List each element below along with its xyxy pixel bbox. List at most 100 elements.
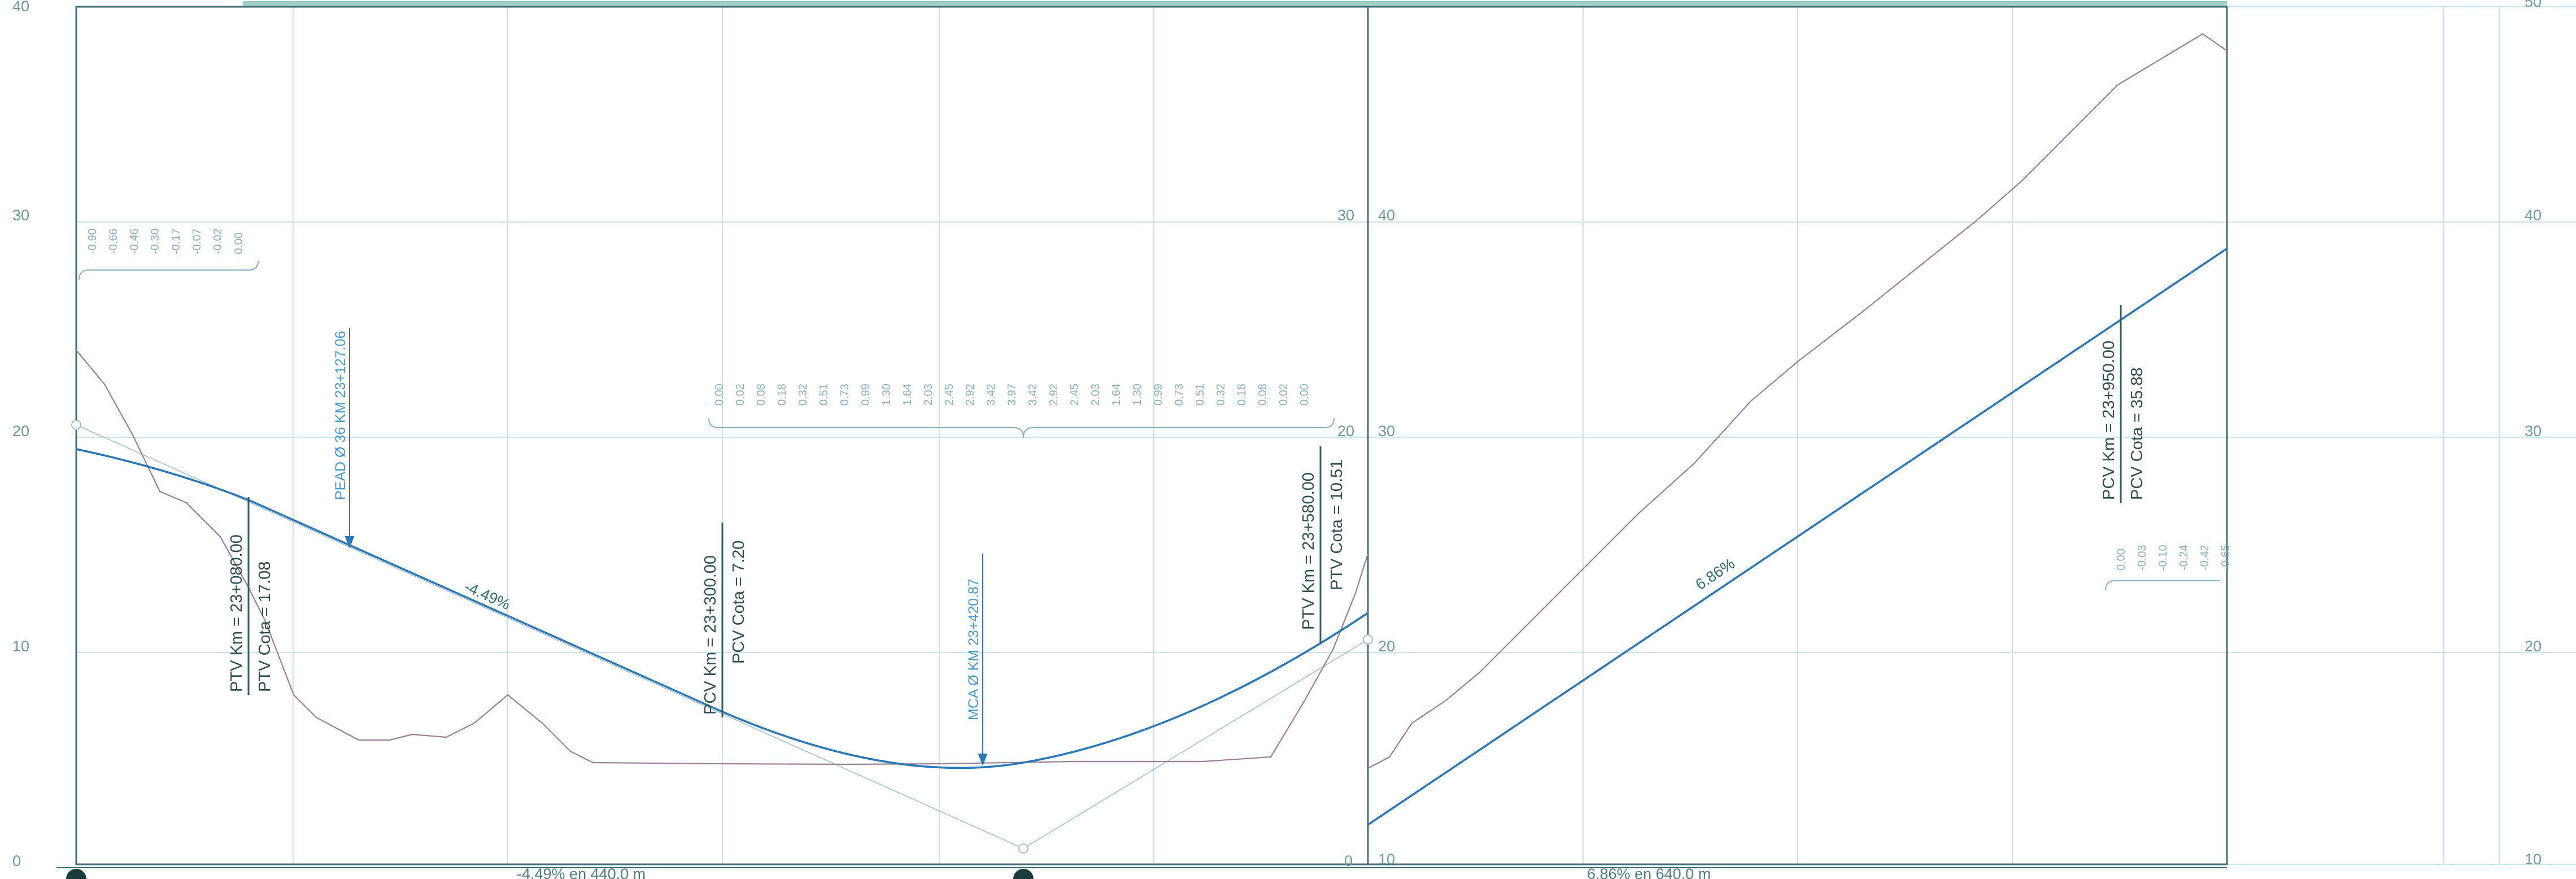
- ordinates-mid: 0.00 0.02 0.08 0.18 0.32 0.51 0.73 0.99 1.30 1.64…: [708, 384, 1335, 438]
- ordinate-value: -0.02: [212, 228, 224, 254]
- axis-tick: 10: [2525, 851, 2542, 868]
- grade-line-left: [76, 448, 1368, 769]
- station-marker-icon: [66, 869, 86, 879]
- axis-tick: 0: [1344, 852, 1353, 869]
- ordinate-value: 2.03: [922, 384, 935, 406]
- axis-tick: 40: [12, 0, 29, 15]
- curve-label-4: PCV Km = 23+950.00 PCV Cota = 35.88: [2100, 305, 2146, 503]
- crossing-label: MCA Ø KM 23+420.87: [966, 578, 982, 720]
- station-marker-icon: [1013, 869, 1034, 879]
- ordinate-value: 2.45: [1069, 384, 1081, 406]
- ordinate-value: 2.92: [964, 384, 977, 406]
- ordinate-value: 0.02: [734, 384, 747, 406]
- ordinate-value: 0.73: [1173, 384, 1185, 406]
- axis-tick: 20: [1378, 638, 1395, 655]
- ordinate-value: -0.10: [2157, 545, 2169, 571]
- ordinate-value: 0.32: [1215, 384, 1227, 406]
- mid-axis-left: 30 20 0: [1337, 207, 1354, 869]
- ordinate-value: -0.24: [2178, 545, 2190, 571]
- curve-label-1: PTV Km = 23+080.00 PTV Cota = 17.08: [228, 497, 274, 695]
- axis-tick: 0: [12, 852, 21, 869]
- pvi-marker: [1018, 843, 1028, 854]
- ordinate-value: 3.42: [985, 384, 997, 406]
- ordinate-value: 1.30: [1131, 384, 1144, 406]
- ordinate-value: 0.00: [2115, 549, 2128, 571]
- terrain-profile: [76, 33, 2228, 769]
- ordinate-value: 0.51: [818, 384, 830, 406]
- ordinate-value: 3.42: [1027, 384, 1039, 406]
- ordinate-value: 0.00: [713, 384, 726, 406]
- tangent-lines: [71, 420, 1373, 854]
- ordinate-value: 0.08: [755, 384, 768, 406]
- arrow-head-icon: [978, 754, 988, 766]
- ordinate-value: 0.18: [776, 384, 788, 406]
- curve-km-label: PTV Km = 23+580.00: [1300, 472, 1318, 630]
- ordinate-value: 0.00: [1298, 384, 1311, 406]
- axis-tick: 20: [12, 423, 29, 439]
- ordinate-value: 0.08: [1257, 384, 1269, 406]
- grade-length-label-left: -4.49% en 440.0 m: [517, 865, 646, 879]
- mid-axis-right: 40 30 20 10: [1378, 207, 1395, 868]
- curve-km-label: PCV Km = 23+300.00: [701, 555, 720, 715]
- ordinate-value: -0.46: [128, 228, 141, 254]
- ordinate-value: 1.30: [881, 384, 893, 406]
- curve-cota-label: PTV Cota = 10.51: [1328, 460, 1346, 590]
- right-axis: 50 40 30 20 10: [2525, 0, 2542, 868]
- curve-cota-label: PCV Cota = 7.20: [730, 541, 748, 664]
- axis-tick: 30: [12, 207, 29, 224]
- crossing-label: PEAD Ø 36 KM 23+127.06: [333, 331, 348, 501]
- arrow-head-icon: [345, 536, 355, 549]
- left-axis: 40 30 20 10 0: [12, 0, 29, 869]
- ordinates-right: 0.00 -0.03 -0.10 -0.24 -0.42 -0.65: [2105, 545, 2232, 591]
- axis-tick: 50: [2525, 0, 2542, 10]
- curve-km-label: PTV Km = 23+080.00: [228, 534, 246, 692]
- frame-right-sheet: [1367, 6, 2228, 865]
- sheet-frames: [56, 1, 2228, 868]
- ordinate-value: -0.90: [86, 228, 99, 254]
- grade-profile: [76, 247, 2228, 826]
- curve-label-2: PCV Km = 23+300.00 PCV Cota = 7.20: [701, 523, 748, 717]
- ordinate-value: 1.64: [1110, 384, 1123, 406]
- ordinate-value: 0.99: [1152, 384, 1165, 406]
- grade-length-label-right: 6.86% en 640.0 m: [1587, 865, 1711, 879]
- ordinate-bracket: [2105, 580, 2220, 591]
- ordinate-bracket: [708, 417, 1335, 438]
- curve-km-label: PCV Km = 23+950.00: [2100, 341, 2118, 500]
- axis-tick: 40: [2525, 207, 2542, 224]
- curve-label-3: PTV Km = 23+580.00 PTV Cota = 10.51: [1300, 446, 1346, 644]
- ordinate-value: -0.17: [170, 228, 182, 254]
- ordinates-left: -0.90 -0.66 -0.46 -0.30 -0.17 -0.07 -0.02 0.00: [79, 228, 259, 280]
- ordinate-value: 0.99: [860, 384, 872, 406]
- terrain-line-left: [76, 350, 1369, 765]
- crossing-pead: PEAD Ø 36 KM 23+127.06: [333, 328, 355, 549]
- pvi-marker: [71, 420, 81, 430]
- ordinate-value: -0.66: [107, 228, 120, 254]
- axis-tick: 10: [12, 638, 29, 655]
- ordinate-value: 0.51: [1194, 384, 1206, 406]
- curve-cota-label: PTV Cota = 17.08: [256, 562, 274, 692]
- ordinate-value: 0.00: [233, 232, 245, 254]
- terrain-line-right: [1367, 33, 2228, 769]
- ordinate-value: -0.42: [2199, 545, 2211, 571]
- axis-tick: 30: [1378, 423, 1395, 439]
- ordinate-value: -0.30: [149, 228, 162, 254]
- ordinate-value: 1.64: [901, 384, 914, 406]
- ordinate-value: 0.32: [797, 384, 809, 406]
- pvi-marker: [1363, 634, 1373, 645]
- axis-tick: 20: [2525, 638, 2542, 655]
- curve-cota-label: PCV Cota = 35.88: [2128, 367, 2146, 500]
- crossing-mca: MCA Ø KM 23+420.87: [966, 554, 988, 766]
- slope-label-right: 6.86%: [1693, 555, 1738, 593]
- axis-tick: 20: [1337, 423, 1354, 439]
- axis-tick: 10: [1378, 851, 1395, 868]
- ordinate-value: 2.03: [1089, 384, 1102, 406]
- ordinate-value: 2.45: [943, 384, 956, 406]
- ordinate-value: -0.65: [2220, 545, 2232, 571]
- ordinate-value: 0.73: [839, 384, 851, 406]
- ordinate-value: 3.97: [1006, 384, 1018, 406]
- ordinate-value: 2.92: [1048, 384, 1060, 406]
- ordinate-value: 0.02: [1278, 384, 1290, 406]
- axis-tick: 30: [1337, 207, 1354, 224]
- slope-label-left: -4.49%: [462, 578, 513, 613]
